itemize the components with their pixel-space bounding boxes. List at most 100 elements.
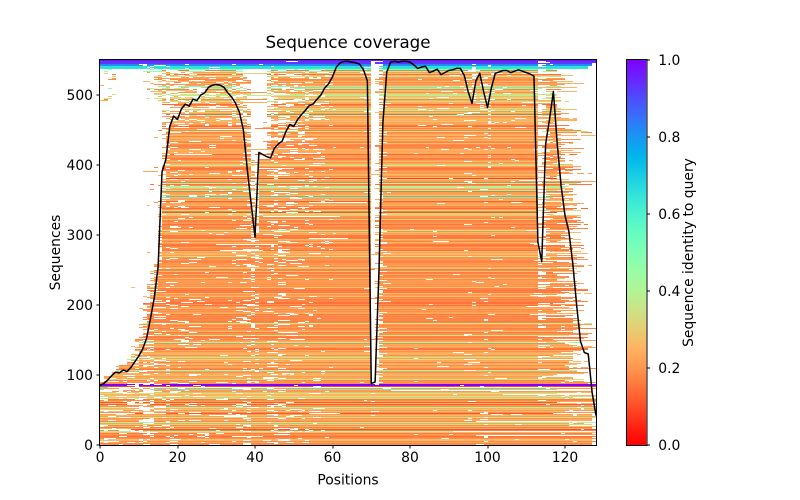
msa-row-segment [383, 332, 484, 333]
msa-row-segment [119, 365, 131, 366]
msa-row-segment [379, 384, 596, 385]
msa-row-segment [375, 208, 538, 209]
msa-row-segment [468, 107, 480, 108]
msa-row-segment [150, 293, 278, 294]
msa-row-segment [228, 355, 251, 356]
msa-row-segment [150, 308, 170, 309]
msa-row-segment [546, 327, 581, 328]
msa-row-segment [166, 140, 232, 141]
msa-row-segment [379, 260, 534, 261]
msa-row-segment [379, 98, 429, 99]
y-axis-label: Sequences [48, 215, 64, 291]
colorbar: 0.00.20.40.60.81.0 Sequence identity to … [626, 53, 697, 454]
msa-row-segment [282, 235, 371, 236]
msa-row-segment [189, 179, 228, 180]
msa-row-segment [387, 347, 538, 348]
msa-row-segment [274, 66, 371, 67]
msa-row-segment [546, 319, 573, 320]
msa-row-segment [154, 202, 158, 203]
msa-row-segment [383, 88, 464, 89]
msa-row-segment [383, 238, 538, 239]
msa-row-segment [108, 96, 112, 97]
msa-row-segment [232, 321, 236, 322]
msa-row-segment [236, 183, 243, 184]
msa-row-segment [383, 87, 437, 88]
msa-row-segment [321, 211, 371, 212]
msa-row-segment [143, 336, 236, 337]
msa-row-segment [158, 96, 162, 97]
msa-row-segment [375, 220, 538, 221]
msa-row-segment [212, 191, 243, 192]
msa-row-segment [267, 114, 271, 115]
colorbar-tick-label: 0.2 [658, 361, 680, 377]
msa-row-segment [565, 170, 573, 171]
msa-row-segment [166, 157, 243, 158]
msa-row-segment [379, 273, 538, 274]
msa-row-segment [259, 210, 278, 211]
msa-row-segment [333, 106, 371, 107]
msa-row-segment [108, 380, 147, 381]
msa-row-segment [232, 92, 267, 93]
msa-row-segment [170, 425, 243, 426]
msa-row-segment [201, 96, 205, 97]
msa-row-segment [542, 186, 569, 187]
msa-row-segment [387, 214, 538, 215]
msa-row-segment [162, 204, 247, 205]
msa-row-segment [503, 330, 573, 331]
msa-row-segment [158, 207, 174, 208]
msa-row-segment [491, 167, 538, 168]
msa-row-segment [391, 103, 449, 104]
msa-row-segment [143, 310, 236, 311]
msa-row-segment [379, 164, 538, 165]
msa-row-segment [224, 190, 255, 191]
msa-row-segment [181, 109, 232, 110]
msa-row-segment [154, 365, 166, 366]
msa-row-segment [379, 175, 472, 176]
msa-row-segment [135, 398, 139, 399]
msa-row-segment [104, 99, 108, 100]
msa-row-segment [581, 407, 596, 408]
msa-row-segment [379, 203, 437, 204]
msa-row-segment [255, 312, 371, 313]
msa-row-segment [379, 114, 457, 115]
msa-row-segment [286, 251, 371, 252]
msa-row-segment [259, 229, 278, 230]
msa-row-segment [476, 175, 538, 176]
msa-row-segment [116, 366, 143, 367]
msa-row-segment [243, 77, 247, 78]
msa-row-segment [379, 259, 491, 260]
msa-row-segment [274, 95, 305, 96]
msa-row-segment [100, 433, 119, 434]
msa-row-segment [553, 141, 557, 142]
msa-row-segment [189, 214, 228, 215]
msa-row-segment [484, 81, 538, 82]
msa-row-segment [185, 420, 189, 421]
msa-row-segment [488, 367, 569, 368]
msa-row-segment [166, 200, 178, 201]
msa-row-segment [139, 362, 143, 363]
msa-row-segment [178, 103, 185, 104]
msa-row-segment [150, 356, 371, 357]
msa-row-segment [162, 222, 255, 223]
msa-row-segment [150, 295, 251, 296]
msa-row-segment [519, 439, 565, 440]
msa-row-segment [228, 84, 240, 85]
msa-row-segment [453, 103, 476, 104]
msa-row-segment [170, 421, 476, 422]
msa-row-segment [147, 441, 170, 442]
msa-row-segment [100, 64, 139, 65]
msa-row-segment [274, 114, 302, 115]
msa-row-segment [259, 185, 305, 186]
msa-row-segment [267, 106, 286, 107]
msa-row-segment [305, 329, 371, 330]
msa-row-segment [379, 379, 584, 380]
msa-row-segment [550, 388, 596, 389]
msa-row-segment [251, 402, 286, 403]
msa-row-segment [259, 257, 371, 258]
msa-row-segment [243, 342, 371, 343]
msa-row-segment [294, 145, 309, 146]
msa-row-segment [488, 78, 538, 79]
msa-row-segment [154, 167, 158, 168]
msa-row-segment [379, 294, 488, 295]
msa-row-segment [546, 278, 565, 279]
